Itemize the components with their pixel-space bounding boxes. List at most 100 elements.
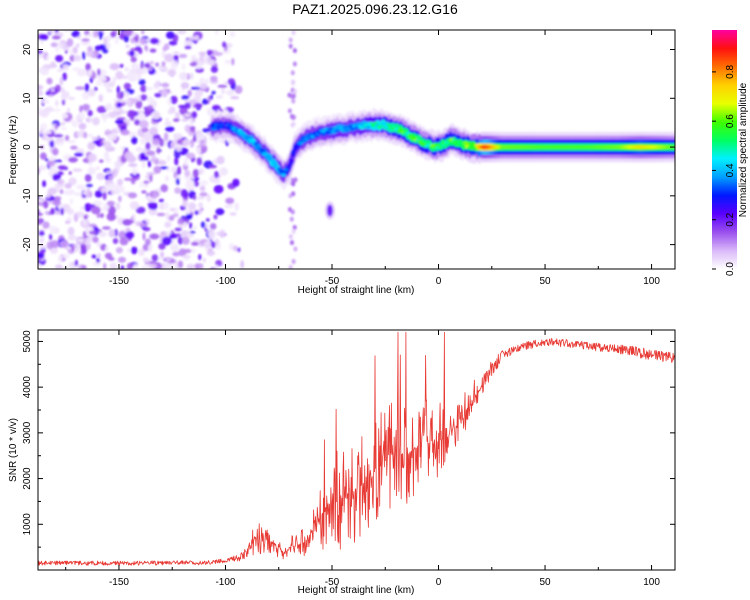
noise-blob	[194, 210, 199, 215]
noise-blob	[38, 230, 45, 237]
noise-blob	[43, 200, 49, 209]
ridge-segment	[240, 132, 246, 136]
x-tick-label: 0	[436, 577, 442, 588]
noise-blob	[290, 240, 294, 246]
noise-blob	[139, 37, 147, 45]
noise-blob	[116, 102, 122, 108]
noise-blob	[115, 119, 124, 125]
noise-blob	[105, 170, 114, 175]
noise-blob	[191, 241, 199, 246]
noise-blob	[185, 180, 195, 190]
noise-blob	[60, 207, 64, 216]
noise-blob	[161, 50, 166, 58]
noise-blob	[80, 243, 87, 251]
noise-blob	[67, 226, 75, 236]
noise-blob	[105, 246, 109, 252]
colorbar-tick-label: 0.8	[725, 64, 736, 78]
noise-blob	[46, 55, 50, 61]
noise-blob	[120, 91, 124, 98]
noise-blob	[122, 219, 133, 226]
noise-blob	[102, 139, 107, 144]
noise-blob	[189, 117, 194, 127]
noise-blob	[195, 129, 203, 138]
noise-blob	[118, 99, 129, 103]
noise-blob	[61, 126, 67, 131]
noise-blob	[65, 135, 70, 141]
noise-blob	[95, 79, 103, 86]
noise-blob	[199, 180, 209, 186]
noise-blob	[118, 110, 129, 114]
noise-blob	[78, 122, 87, 130]
noise-blob	[62, 90, 70, 99]
noise-blob	[103, 116, 107, 123]
noise-blob	[132, 136, 136, 145]
noise-blob	[87, 109, 93, 117]
noise-blob	[62, 72, 67, 81]
noise-blob	[167, 97, 172, 106]
noise-blob	[147, 202, 158, 207]
colorbar-ticks: 0.0 0.2 0.4 0.6 0.8	[712, 64, 736, 276]
noise-blob	[44, 106, 54, 113]
noise-blob	[38, 263, 42, 269]
noise-blob	[127, 248, 131, 253]
noise-blob	[206, 193, 211, 202]
noise-blob	[141, 264, 149, 269]
noise-blob	[117, 178, 123, 186]
noise-blob	[106, 212, 116, 222]
noise-blob	[93, 200, 103, 207]
noise-blob	[84, 83, 90, 93]
x-tick-label: -100	[215, 577, 235, 588]
noise-blob	[224, 60, 231, 64]
noise-blob	[175, 178, 180, 186]
noise-blob	[47, 187, 57, 195]
noise-blob	[206, 49, 214, 55]
y-tick-label: -10	[22, 188, 33, 203]
noise-blob	[211, 90, 216, 95]
noise-blob	[59, 240, 69, 248]
noise-blob	[84, 237, 92, 245]
noise-blob	[132, 97, 139, 103]
y-tick-label: 0	[22, 144, 33, 150]
noise-blob	[142, 244, 149, 251]
noise-blob	[88, 88, 96, 97]
noise-blob	[165, 211, 170, 221]
noise-blob	[231, 58, 235, 66]
noise-blob	[149, 127, 158, 135]
snr-y-ticks: 1000 2000 3000 4000 5000	[22, 330, 675, 548]
noise-blob	[56, 68, 64, 73]
noise-blob	[211, 242, 216, 249]
colorbar-tick-label: 0.6	[725, 114, 736, 128]
noise-blob	[82, 91, 90, 100]
noise-blob	[140, 63, 144, 69]
noise-blob	[177, 217, 184, 226]
noise-blob	[73, 192, 83, 196]
ridge-segment	[434, 143, 440, 147]
noise-blob	[39, 39, 44, 45]
noise-blob	[92, 30, 99, 38]
noise-blob	[129, 50, 135, 56]
noise-blob	[135, 45, 142, 52]
noise-blob	[50, 88, 55, 93]
noise-blob	[114, 35, 119, 45]
noise-blob	[177, 30, 187, 35]
noise-blob	[149, 173, 153, 183]
noise-blob	[96, 172, 105, 181]
noise-blob	[134, 119, 141, 126]
noise-blob	[124, 66, 129, 72]
noise-blob	[240, 260, 244, 269]
noise-blob	[229, 243, 234, 251]
noise-blob	[96, 166, 100, 170]
noise-blob	[160, 166, 169, 170]
ridge-segment	[288, 159, 294, 163]
noise-blob	[42, 221, 50, 229]
noise-blob	[68, 261, 75, 268]
noise-blob	[172, 213, 179, 218]
noise-blob	[143, 183, 149, 188]
noise-blob	[96, 253, 101, 259]
noise-blob	[108, 229, 116, 238]
noise-blob	[181, 118, 189, 122]
noise-blob	[207, 107, 212, 116]
noise-blob	[181, 95, 190, 100]
noise-blob	[182, 254, 192, 259]
noise-blob	[118, 230, 126, 239]
